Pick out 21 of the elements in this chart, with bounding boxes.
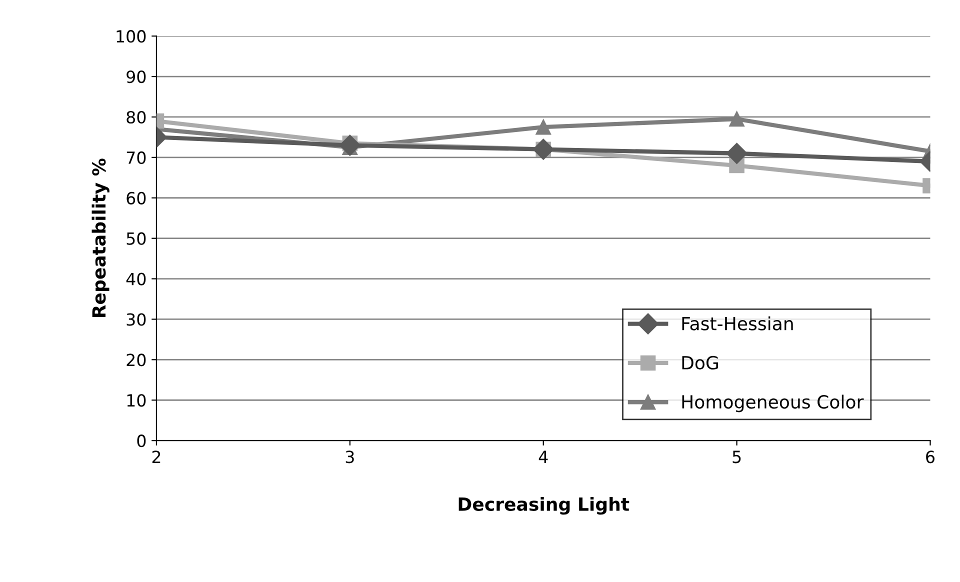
y-tick-label: 70 — [126, 151, 146, 164]
y-tick-label: 90 — [126, 70, 146, 84]
x-tick-label: 2 — [152, 450, 160, 463]
legend-label: Homogeneous Color — [682, 394, 864, 412]
y-tick-label: 10 — [127, 394, 146, 407]
legend-label: Fast-Hessian — [682, 316, 793, 330]
y-tick-label: 100 — [116, 30, 146, 43]
legend-label: DoG — [682, 356, 718, 370]
x-tick-label: 5 — [732, 450, 741, 464]
y-tick-label: 60 — [126, 192, 146, 204]
x-tick-label: 6 — [926, 450, 934, 464]
y-tick-label: 80 — [126, 110, 146, 124]
y-tick-label: 30 — [126, 313, 146, 326]
y-tick-label: 40 — [126, 272, 146, 286]
y-axis-title: Repeatability % — [92, 158, 110, 317]
x-tick-label: 3 — [346, 450, 354, 464]
y-tick-label: 0 — [137, 434, 146, 448]
y-tick-label: 50 — [126, 232, 146, 245]
y-tick-label: 20 — [126, 354, 146, 366]
x-axis-title: Decreasing Light — [458, 496, 630, 515]
x-tick-label: 4 — [538, 450, 548, 463]
